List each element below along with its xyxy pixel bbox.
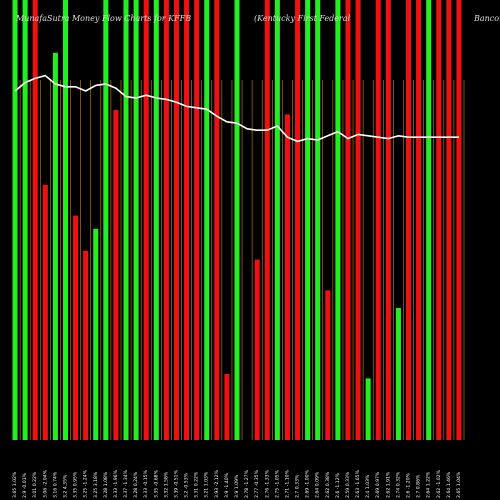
x-tick-label: 3.39 -0.51% [173,469,179,498]
bar-down-13 [143,0,149,440]
x-tick-label: 3.9 1.09% [234,474,240,498]
bar-down-37 [385,0,391,440]
x-tick-label: 2.64 1.22% [426,471,432,498]
x-tick-label: 3.35 0.95% [73,471,79,498]
x-tick-label: 3.35 -0.68% [153,469,159,498]
bar-up-41 [426,0,432,440]
bar-down-44 [456,0,462,440]
x-tick-label: 2.69 0.97% [375,471,381,498]
bar-down-16 [173,0,179,440]
x-tick-label: 3.2 -0.53% [184,472,190,498]
bar-down-31 [325,290,331,440]
bar-up-8 [93,228,99,440]
grid-lines [19,80,465,440]
bar-up-12 [133,0,139,440]
x-tick-label: 3.21 1.03% [204,471,210,498]
x-tick-label: 2.59 0.33% [345,471,351,498]
x-tick-label: 2.65 1.04% [456,471,462,498]
bar-down-40 [416,0,422,440]
x-tick-label: 2.74 0.32% [395,471,401,498]
bar-up-29 [305,0,311,440]
bar-up-22 [234,0,240,440]
x-tick-label: 3.2 4.35% [62,474,68,498]
bar-down-34 [355,0,361,440]
bar-down-10 [113,110,119,440]
x-tick-label: 2.6 -1.20% [406,472,412,498]
bar-down-2 [32,0,38,440]
bar-down-15 [163,0,169,440]
x-tick-labels: 3.65 1.02% 2.9 -0.01% 3.01 0.22% 3.06 -2.04… [12,469,462,498]
x-tick-label: 2.7 0.33% [295,474,301,498]
x-tick-label: 2.62 -1.02% [436,469,442,498]
x-tick-label: 2.76 -1.33% [264,469,270,498]
x-tick-label: 2.62 1.91% [385,471,391,498]
x-tick-label: 3.37 -1.34% [123,469,129,498]
bar-down-21 [224,374,230,440]
bar-down-20 [214,0,220,440]
bar-up-1 [22,0,28,440]
bar-down-17 [184,0,190,440]
x-tick-label: 2.78 -1.27% [244,469,250,498]
bar-down-25 [264,0,270,440]
bar-down-36 [375,0,381,440]
bar-up-32 [335,0,341,440]
bar-up-0 [12,0,18,440]
bar-down-43 [446,0,452,440]
bar-down-33 [345,0,351,440]
x-tick-label: 3.16 0.74% [52,471,58,498]
bar-up-30 [315,0,321,440]
x-tick-label: 3.28 0.24% [133,471,139,498]
bar-up-5 [62,0,69,440]
x-tick-label: 3.93 -2.12% [214,469,220,498]
x-tick-label: 2.62 0.38% [325,471,331,498]
x-tick-label: 3.06 -2.04% [42,469,48,498]
bar-down-7 [83,250,89,440]
x-tick-label: 3.65 1.02% [12,471,18,498]
bar-up-11 [123,0,129,440]
x-tick-label: 3.9 -1.40% [224,472,230,498]
bar-up-26 [274,0,280,440]
bar-down-3 [42,184,48,440]
x-tick-label: 2.75 -1.05% [274,469,280,498]
x-tick-label: 3.32 1.58% [163,471,169,498]
bar-up-38 [395,308,401,440]
bar-up-19 [204,0,210,440]
price-line [14,74,459,143]
bar-down-24 [254,259,260,440]
x-tick-label: 2.7 0.86% [416,474,422,498]
x-tick-label: 2.9 -0.01% [22,472,28,498]
bar-up-14 [153,0,159,440]
bar-down-42 [436,0,442,440]
x-tick-label: 2.64 0.09% [315,471,321,498]
bar-down-39 [405,0,412,440]
x-tick-label: 3.28 1.08% [103,471,109,498]
bar-down-6 [73,215,79,440]
price-line-group [14,74,459,143]
bar-down-18 [194,0,200,440]
bar-up-4 [52,52,58,441]
bar-down-28 [295,0,301,440]
x-tick-label: 2.77 -0.35% [254,469,260,498]
bars-group [12,0,462,441]
x-tick-label: 2.63 -1.65% [355,469,361,498]
x-tick-label: 3.01 0.22% [32,471,38,498]
x-tick-label: 3.33 -0.15% [143,469,149,498]
x-tick-label: 2.64 1.46% [446,471,452,498]
bar-down-27 [284,114,290,441]
x-tick-label: 2.6 -1.12% [335,472,341,498]
x-tick-label: 3.31 0.22% [194,471,200,498]
x-tick-label: 3.25 -1.24% [83,469,89,498]
bar-up-35 [365,378,371,440]
x-tick-label: 2.69 -1.00% [305,469,311,498]
x-tick-label: 2.71 -1.10% [284,469,290,498]
bar-up-9 [103,0,109,440]
x-tick-label: 3.25 3.18% [93,471,99,498]
x-tick-label: 3.33 -1.96% [113,469,119,498]
x-tick-label: 2.4 1.03% [365,474,371,498]
